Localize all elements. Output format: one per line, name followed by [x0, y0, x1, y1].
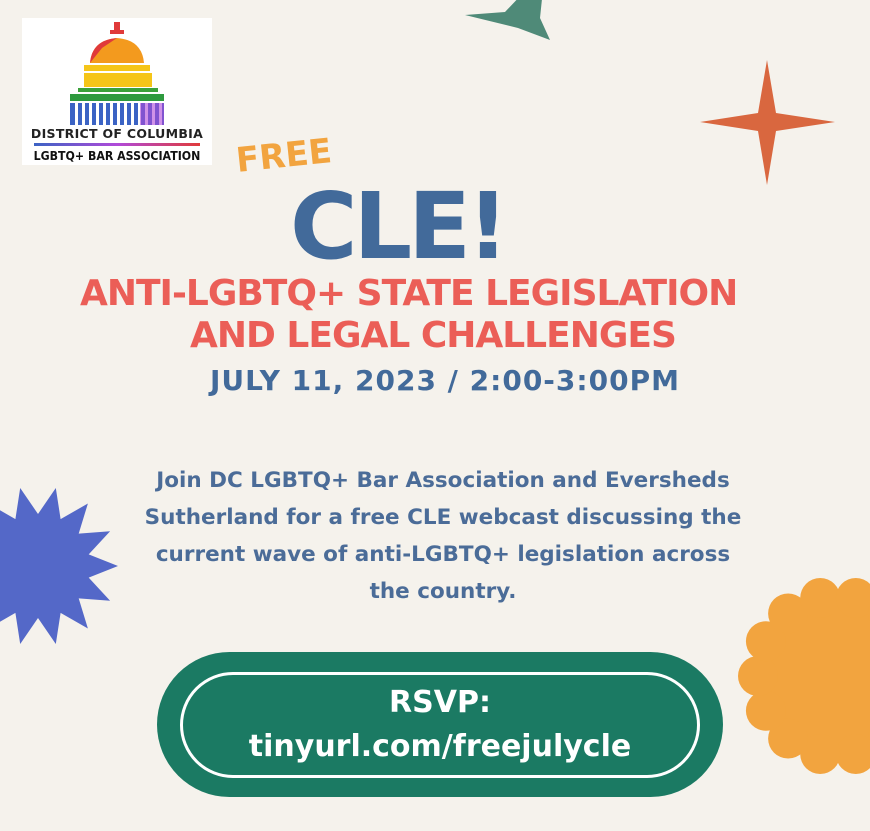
- scallop-lobe: [738, 656, 778, 696]
- scallop-lobe: [745, 621, 786, 662]
- title-line1: ANTI-LGBTQ+ STATE LEGISLATION: [80, 273, 738, 314]
- logo: DISTRICT OF COLUMBIA LGBTQ+ BAR ASSOCIAT…: [22, 18, 212, 165]
- green-star-shape: [465, 0, 550, 40]
- scallop-lobe: [867, 604, 870, 623]
- rsvp-url-link[interactable]: tinyurl.com/freejulycle: [248, 729, 632, 764]
- orange-sparkle-shape: [700, 60, 835, 185]
- scallop-lobe: [768, 593, 809, 634]
- rsvp-button-outline: RSVP: tinyurl.com/freejulycle: [180, 672, 700, 778]
- event-date: JULY 11, 2023 / 2:00-3:00PM: [210, 364, 680, 397]
- scallop-lobe: [835, 578, 870, 618]
- scallop-lobe: [835, 734, 870, 774]
- scallop-lobe: [745, 690, 786, 731]
- description: Join DC LGBTQ+ Bar Association and Evers…: [100, 462, 786, 610]
- capitol-dome-icon: [70, 22, 164, 125]
- description-line: the country.: [369, 579, 517, 604]
- orange-scallop-shape: [738, 578, 870, 774]
- rsvp-label: RSVP:: [389, 685, 491, 720]
- logo-line2: LGBTQ+ BAR ASSOCIATION: [33, 148, 201, 163]
- scallop-lobe: [800, 733, 841, 774]
- scallop-lobe: [800, 578, 841, 619]
- logo-line1: DISTRICT OF COLUMBIA: [30, 126, 204, 141]
- description-line: Sutherland for a free CLE webcast discus…: [144, 505, 742, 530]
- title-line2: AND LEGAL CHALLENGES: [190, 315, 677, 356]
- scallop-lobe: [768, 718, 809, 759]
- cle-headline: CLE!: [290, 173, 509, 280]
- logo-rainbow-rule: [34, 143, 200, 146]
- blue-starburst-shape: [0, 488, 118, 644]
- rsvp-button[interactable]: RSVP: tinyurl.com/freejulycle: [157, 652, 723, 797]
- description-line: current wave of anti-LGBTQ+ legislation …: [155, 542, 731, 567]
- description-line: Join DC LGBTQ+ Bar Association and Evers…: [156, 468, 730, 493]
